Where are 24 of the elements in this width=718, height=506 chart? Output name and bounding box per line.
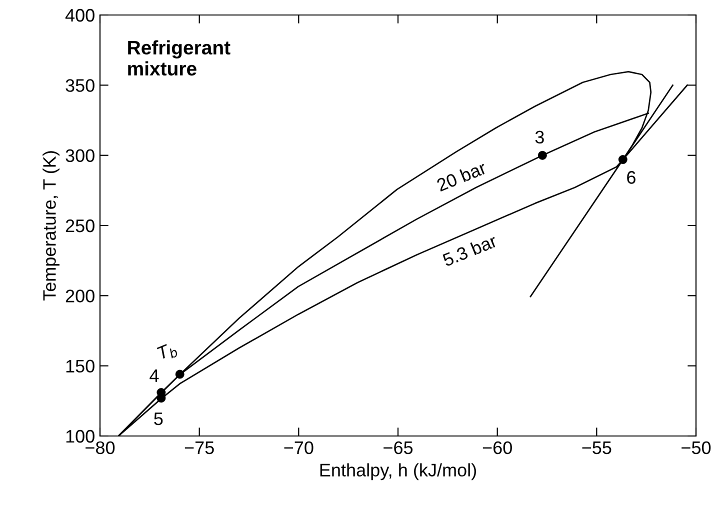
annotation: 20 bar — [436, 160, 488, 192]
x-tick-label: −75 — [184, 442, 214, 454]
y-tick-label: 150 — [66, 360, 94, 373]
x-tick-label: −55 — [582, 442, 612, 454]
y-tick-label: 250 — [66, 219, 94, 232]
x-tick-label: −60 — [482, 441, 512, 454]
annotation: 6 — [627, 171, 636, 184]
x-axis-title: Enthalpy, h (kJ/mol) — [320, 463, 476, 480]
y-tick-label: 200 — [66, 290, 94, 302]
annotation: Refrigerant mixture — [128, 40, 230, 76]
y-tick-label: 100 — [66, 430, 94, 443]
annotation: 5 — [154, 412, 163, 426]
x-tick-label: −80 — [86, 441, 115, 454]
y-axis-title: Temperature, T (K) — [42, 151, 60, 301]
annotation: 4 — [150, 369, 159, 382]
y-tick-label: 350 — [66, 79, 94, 92]
x-tick-label: −65 — [384, 441, 413, 454]
annotation: 3 — [535, 130, 544, 144]
y-tick-label: 400 — [65, 8, 94, 22]
x-tick-label: −70 — [284, 441, 314, 454]
x-tick-label: −50 — [682, 441, 711, 454]
annotation: T$_{b}$ — [156, 342, 178, 362]
y-tick-label: 300 — [66, 149, 94, 162]
annotation: 5.3 bar — [442, 234, 498, 267]
